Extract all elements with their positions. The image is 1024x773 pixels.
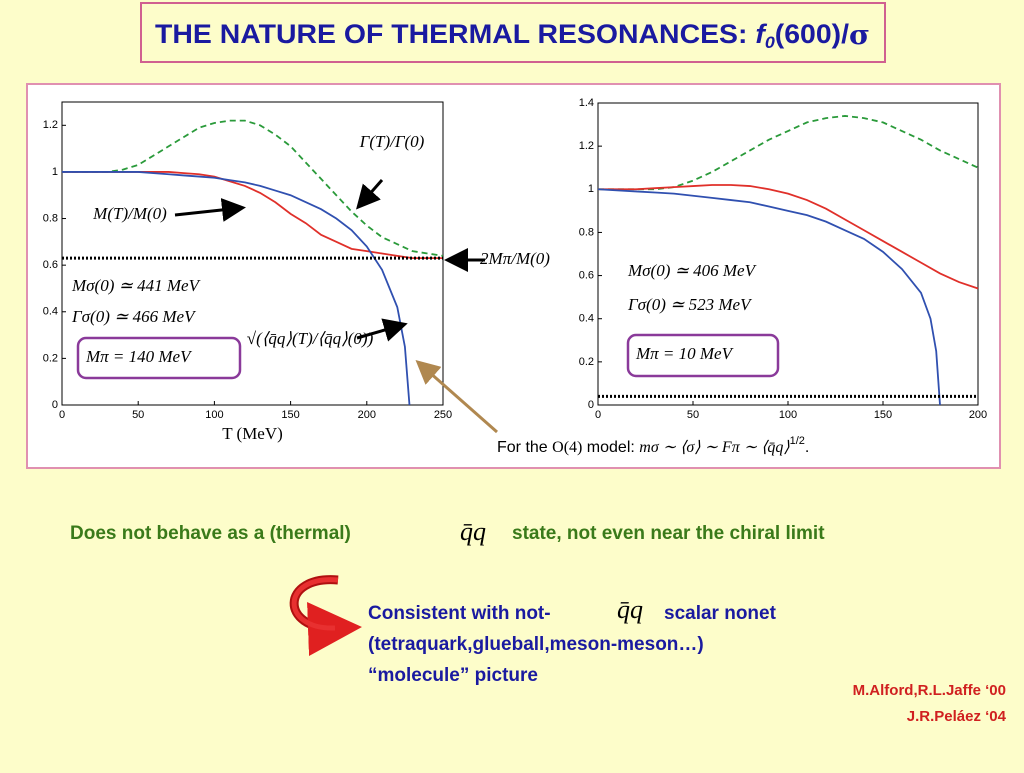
conclusion: Consistent with not- q̄q scalar nonet (t… (368, 595, 777, 686)
arrow (356, 318, 408, 342)
y-tick-label: 0 (588, 399, 594, 411)
highlight-box (626, 333, 780, 378)
y-tick-label: 0.2 (579, 356, 594, 368)
highlight-box (76, 336, 242, 380)
annotation: Γσ(0) ≃ 466 MeV (71, 307, 197, 326)
statement: Does not behave as a (thermal) q̄q state… (70, 517, 825, 546)
y-tick-label: 0.2 (43, 352, 58, 364)
annotation: Mπ = 10 MeV (635, 344, 735, 363)
arrow (415, 360, 498, 434)
statement-text: Does not behave as a (thermal) (70, 523, 351, 544)
curve-label: Γ(T)/Γ(0) (359, 132, 425, 151)
conclusion-text: Consistent with not- (368, 603, 551, 624)
reference: M.Alford,R.L.Jaffe ‘00 (853, 682, 1006, 699)
slide-title: THE NATURE OF THERMAL RESONANCES: f0(600… (155, 19, 870, 52)
curved-arrow (291, 577, 339, 631)
series-line (62, 119, 444, 257)
y-tick-label: 1.2 (579, 140, 594, 152)
x-tick-label: 50 (687, 409, 699, 421)
x-tick-label: 100 (205, 409, 223, 421)
x-tick-label: 200 (969, 409, 987, 421)
arrow (174, 197, 246, 222)
footnote: For the O(4) model: mσ ∼ ⟨σ⟩ ∼ Fπ ∼ ⟨q̄q… (497, 435, 809, 456)
series-line (62, 171, 411, 406)
y-tick-label: 0.8 (579, 226, 594, 238)
y-tick-label: 1.4 (579, 97, 594, 109)
conclusion-text: “molecule” picture (368, 665, 538, 686)
plot-frame (61, 101, 444, 406)
arrow (356, 179, 384, 210)
annotation: Mσ(0) ≃ 441 MeV (71, 276, 202, 295)
statement-text: state, not even near the chiral limit (512, 523, 825, 544)
x-tick-label: 50 (132, 409, 144, 421)
curve-label: √(⟨q̄q⟩(T)/⟨q̄q⟩(0)) (247, 329, 374, 348)
x-tick-label: 150 (281, 409, 299, 421)
curve-label: M(T)/M(0) (92, 204, 167, 223)
annotation: Mσ(0) ≃ 406 MeV (627, 261, 758, 280)
x-tick-label: 0 (59, 409, 65, 421)
y-tick-label: 1 (588, 183, 594, 195)
title-box (140, 2, 886, 63)
y-tick-label: 0.4 (43, 306, 58, 318)
y-tick-label: 0 (52, 399, 58, 411)
conclusion-text: scalar nonet (664, 603, 777, 624)
x-tick-label: 150 (874, 409, 892, 421)
y-tick-label: 0.4 (579, 313, 594, 325)
y-tick-label: 0.8 (43, 212, 58, 224)
y-tick-label: 0.6 (43, 259, 58, 271)
y-tick-label: 0.6 (579, 269, 594, 281)
series-line (598, 184, 979, 290)
annotation: Mπ = 140 MeV (85, 347, 193, 366)
curve-label: 2Mπ/M(0) (480, 249, 550, 268)
y-tick-label: 1.2 (43, 119, 58, 131)
figure-box (26, 83, 1001, 469)
math: q̄q (460, 517, 486, 546)
y-tick-label: 1 (52, 166, 58, 178)
x-axis-label: T (MeV) (222, 424, 283, 443)
references: M.Alford,R.L.Jaffe ‘00 J.R.Peláez ‘04 (853, 682, 1007, 725)
x-tick-label: 200 (358, 409, 376, 421)
math: q̄q (617, 595, 643, 624)
reference: J.R.Peláez ‘04 (907, 708, 1007, 725)
series-line (597, 188, 941, 406)
x-tick-label: 250 (434, 409, 452, 421)
x-tick-label: 0 (595, 409, 601, 421)
annotation: Γσ(0) ≃ 523 MeV (627, 295, 753, 314)
conclusion-text: (tetraquark,glueball,meson-meson…) (368, 634, 704, 655)
x-tick-label: 100 (779, 409, 797, 421)
